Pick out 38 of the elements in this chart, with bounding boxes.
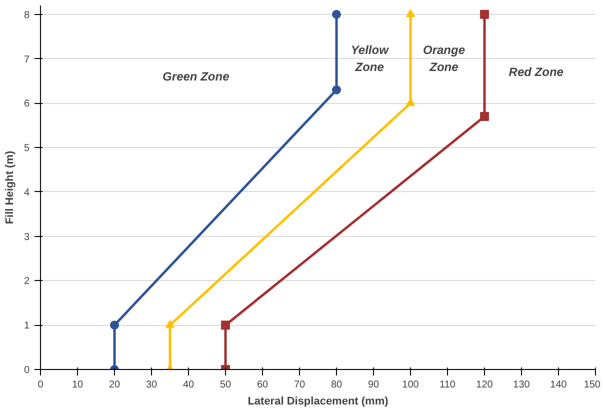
y-tick-label: 8 bbox=[24, 10, 30, 21]
x-tick-label: 140 bbox=[550, 380, 568, 390]
point bbox=[332, 85, 341, 94]
y-tick-label: 1 bbox=[24, 320, 30, 332]
x-tick-label: 50 bbox=[220, 380, 232, 390]
x-tick-label: 90 bbox=[368, 380, 380, 390]
y-axis-title: Fill Height (m) bbox=[4, 150, 16, 224]
x-tick-label: 110 bbox=[440, 380, 456, 390]
x-tick-label: 80 bbox=[330, 380, 342, 390]
annotation: Orange Zone bbox=[422, 43, 466, 74]
x-tick-label: 20 bbox=[108, 380, 120, 390]
y-tick-label: 5 bbox=[24, 143, 30, 154]
x-tick-label: 30 bbox=[146, 380, 158, 390]
x-tick-label: 120 bbox=[476, 380, 494, 390]
point bbox=[480, 10, 489, 19]
point bbox=[480, 112, 489, 121]
x-tick-label: 100 bbox=[402, 380, 420, 390]
point bbox=[332, 10, 341, 19]
x-tick-label: 40 bbox=[182, 380, 194, 390]
y-tick-label: 2 bbox=[24, 276, 30, 288]
annotation: Yellow Zone bbox=[350, 43, 390, 74]
x-tick-label: 60 bbox=[256, 380, 268, 390]
point bbox=[166, 320, 174, 328]
point bbox=[406, 98, 415, 106]
y-tick-label: 3 bbox=[24, 232, 30, 243]
x-tick-label: 0 bbox=[38, 380, 44, 390]
x-tick-label: 150 bbox=[584, 380, 601, 390]
x-axis-title: Lateral Displacement (mm) bbox=[248, 396, 389, 408]
x-tick-label: 70 bbox=[294, 380, 306, 390]
x-tick-label: 130 bbox=[513, 380, 530, 390]
annotation: Green Zone bbox=[162, 69, 230, 84]
y-tick-label: 4 bbox=[24, 187, 30, 198]
point bbox=[406, 9, 415, 18]
y-tick-label: 6 bbox=[24, 98, 30, 110]
y-tick-label: 0 bbox=[24, 365, 30, 376]
annotation: Red Zone bbox=[508, 65, 564, 80]
y-tick-label: 7 bbox=[24, 54, 30, 66]
x-tick-label: 10 bbox=[72, 380, 84, 390]
